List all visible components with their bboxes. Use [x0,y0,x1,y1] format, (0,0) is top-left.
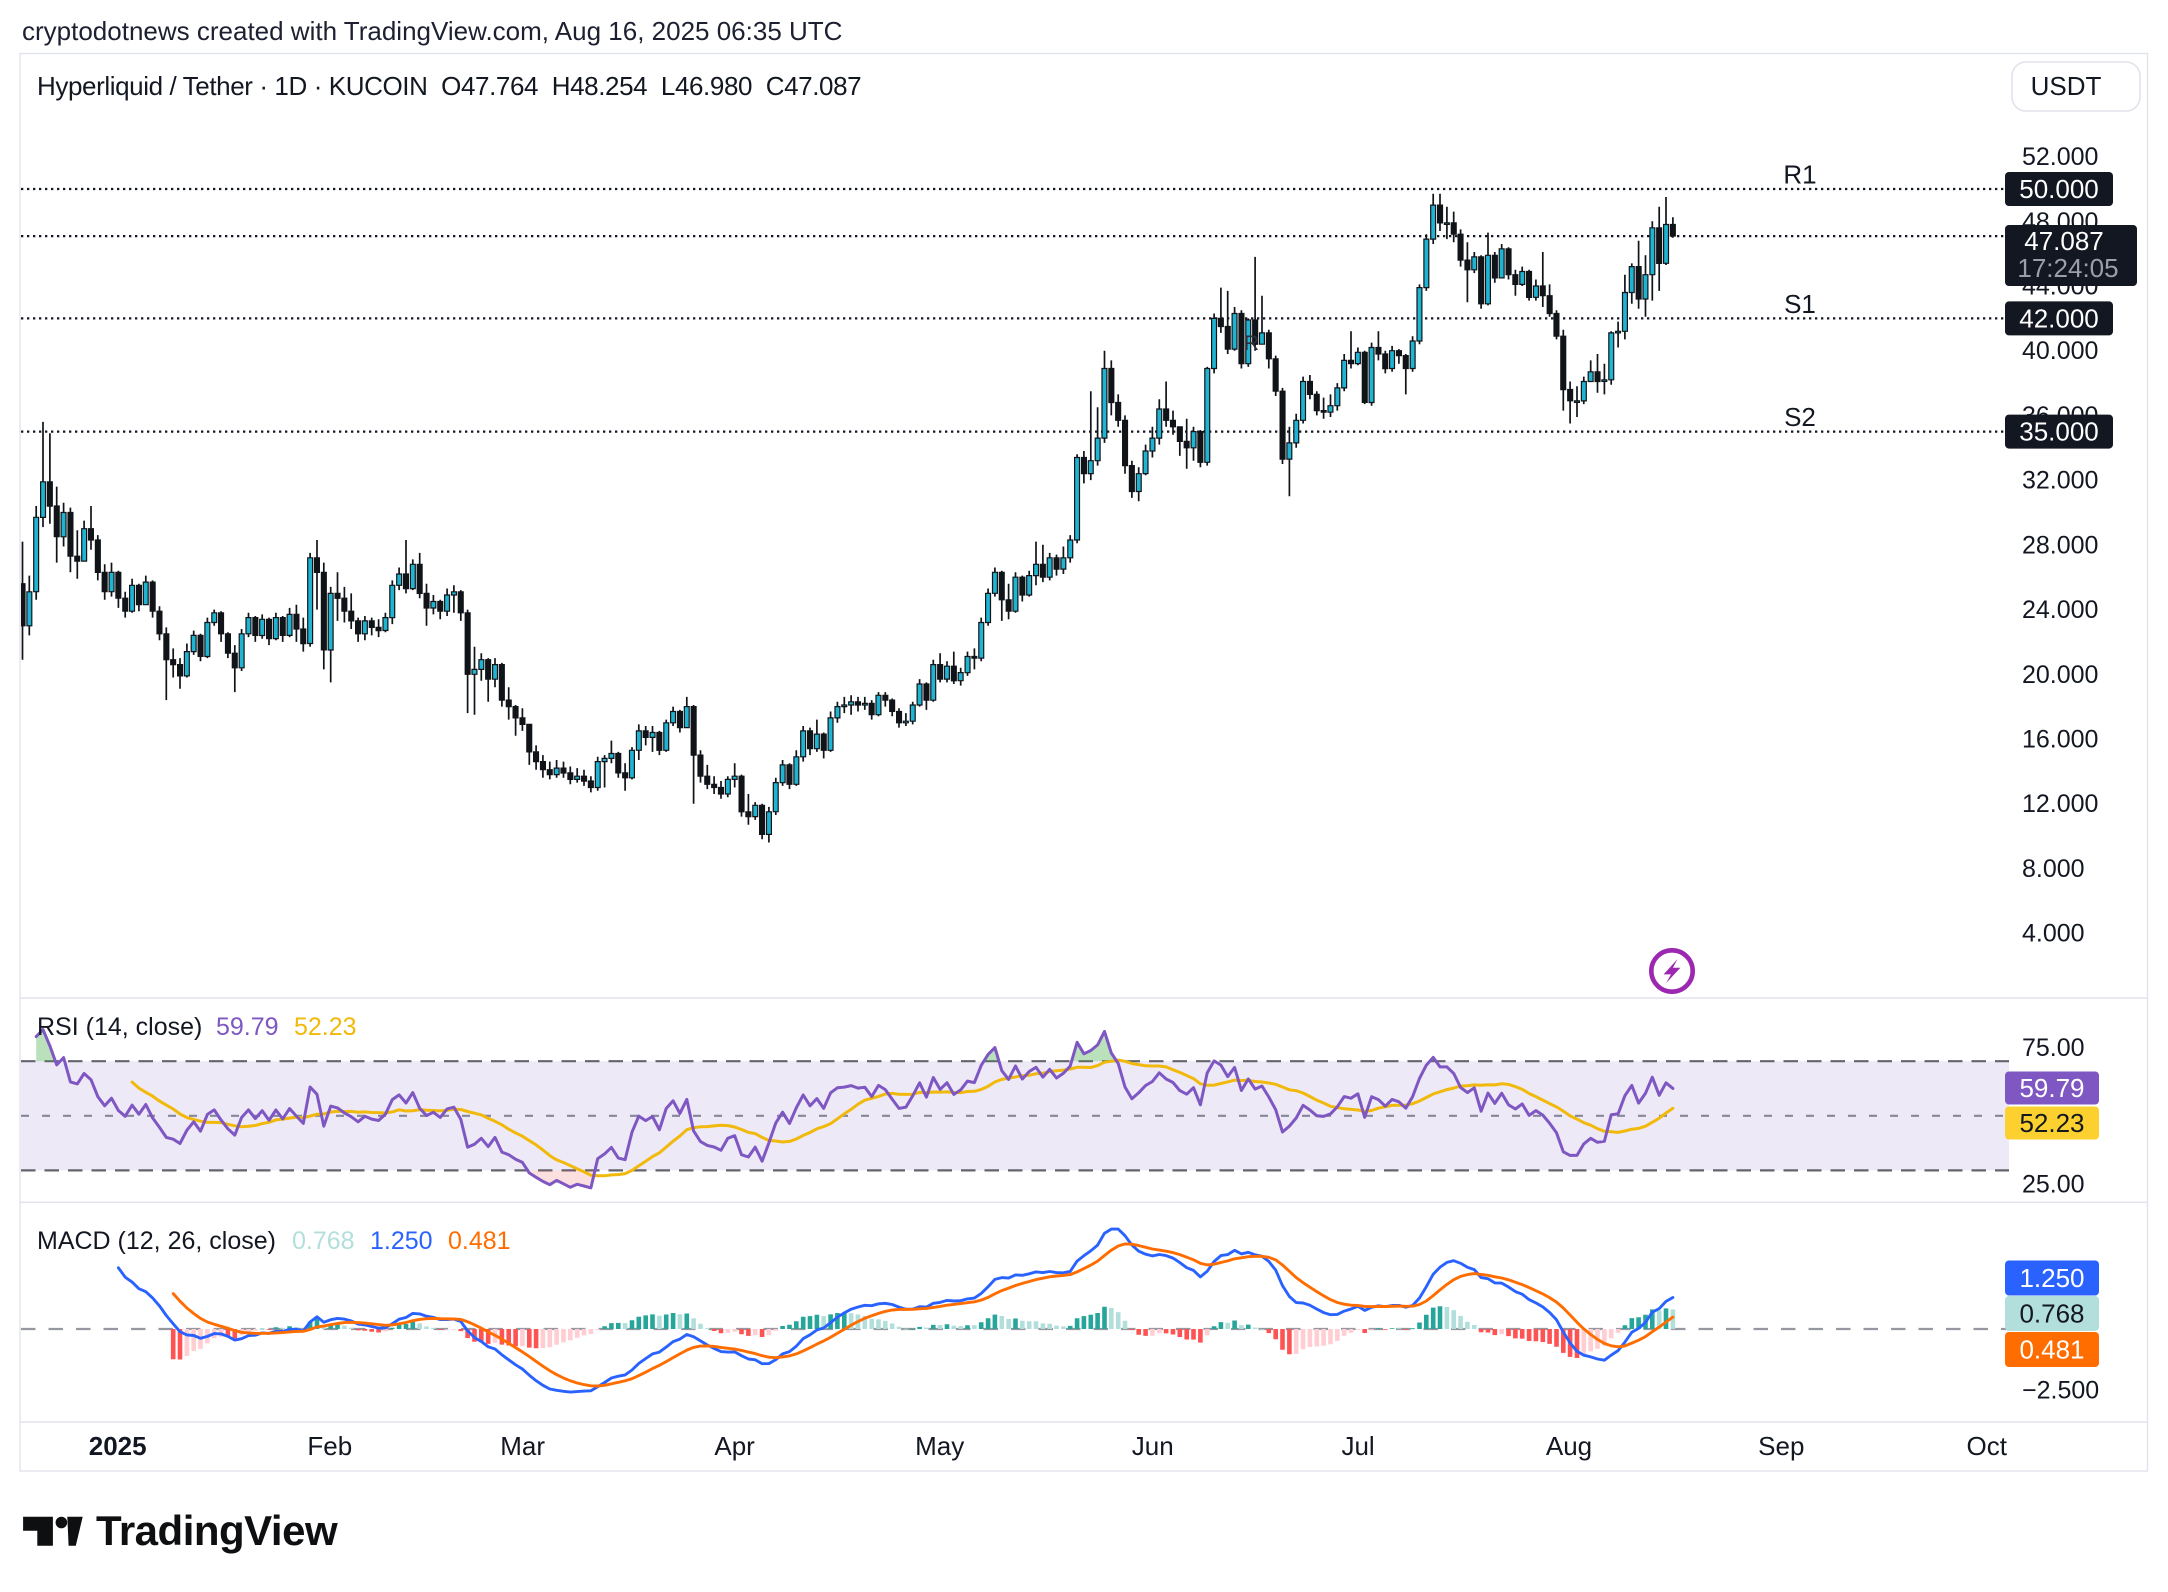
svg-text:Oct: Oct [1966,1431,2007,1461]
svg-text:47.087: 47.087 [2024,226,2104,256]
svg-text:Hyperliquid / Tether · 1D · KU: Hyperliquid / Tether · 1D · KUCOIN O47.7… [37,71,861,101]
svg-text:Mar: Mar [500,1431,545,1461]
svg-text:25.00: 25.00 [2022,1171,2085,1199]
svg-text:R: R [1244,332,1259,355]
svg-text:52.000: 52.000 [2022,143,2098,171]
svg-text:R1: R1 [1783,160,1816,190]
svg-text:1.250: 1.250 [370,1227,433,1255]
svg-text:42.000: 42.000 [2019,304,2099,334]
svg-text:50.000: 50.000 [2019,174,2099,204]
svg-text:4.000: 4.000 [2022,920,2085,948]
svg-text:Jul: Jul [1341,1431,1374,1461]
svg-text:Feb: Feb [307,1431,352,1461]
svg-text:USDT: USDT [2031,71,2102,101]
svg-text:32.000: 32.000 [2022,467,2098,495]
svg-text:S2: S2 [1784,402,1816,432]
svg-text:S1: S1 [1784,289,1816,319]
svg-text:17:24:05: 17:24:05 [2017,253,2118,283]
svg-text:MACD (12, 26, close): MACD (12, 26, close) [37,1227,276,1255]
svg-text:Aug: Aug [1546,1431,1592,1461]
svg-text:1.250: 1.250 [2019,1263,2084,1293]
svg-text:cryptodotnews created with Tra: cryptodotnews created with TradingView.c… [22,16,842,46]
svg-text:20.000: 20.000 [2022,661,2098,689]
svg-text:59.79: 59.79 [2019,1073,2084,1103]
svg-text:RSI (14, close): RSI (14, close) [37,1013,202,1041]
svg-text:52.23: 52.23 [2019,1108,2084,1138]
svg-text:TradingView: TradingView [96,1507,338,1554]
svg-text:75.00: 75.00 [2022,1034,2085,1062]
svg-text:0.481: 0.481 [448,1227,511,1255]
svg-text:0.768: 0.768 [2019,1299,2084,1329]
svg-text:40.000: 40.000 [2022,337,2098,365]
svg-text:52.23: 52.23 [294,1013,357,1041]
svg-text:59.79: 59.79 [216,1013,279,1041]
svg-text:35.000: 35.000 [2019,417,2099,447]
svg-text:Apr: Apr [714,1431,755,1461]
svg-text:28.000: 28.000 [2022,531,2098,559]
svg-text:−2.500: −2.500 [2022,1377,2099,1405]
svg-text:Jun: Jun [1132,1431,1174,1461]
svg-text:12.000: 12.000 [2022,790,2098,818]
svg-text:0.481: 0.481 [2019,1335,2084,1365]
svg-text:Sep: Sep [1758,1431,1804,1461]
svg-text:May: May [915,1431,964,1461]
svg-text:0.768: 0.768 [292,1227,355,1255]
svg-text:24.000: 24.000 [2022,596,2098,624]
svg-text:8.000: 8.000 [2022,855,2085,883]
svg-text:2025: 2025 [89,1431,147,1461]
svg-text:16.000: 16.000 [2022,726,2098,754]
